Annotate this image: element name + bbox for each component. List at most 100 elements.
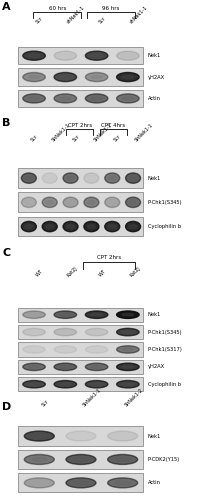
FancyBboxPatch shape bbox=[18, 450, 143, 469]
Text: Cyclophilin b: Cyclophilin b bbox=[147, 224, 180, 229]
Ellipse shape bbox=[54, 72, 76, 82]
Text: Nek1: Nek1 bbox=[147, 53, 160, 58]
Ellipse shape bbox=[23, 72, 45, 82]
FancyBboxPatch shape bbox=[18, 325, 143, 339]
Ellipse shape bbox=[116, 363, 139, 370]
Ellipse shape bbox=[116, 346, 139, 353]
Text: WT: WT bbox=[97, 268, 106, 278]
Text: Scr: Scr bbox=[30, 134, 39, 143]
Ellipse shape bbox=[91, 97, 102, 100]
Text: B: B bbox=[2, 118, 10, 128]
Ellipse shape bbox=[122, 97, 133, 100]
Ellipse shape bbox=[32, 458, 47, 461]
Ellipse shape bbox=[83, 222, 98, 232]
Ellipse shape bbox=[85, 51, 107, 60]
Ellipse shape bbox=[42, 197, 57, 207]
Text: P-Chk1(S317): P-Chk1(S317) bbox=[147, 347, 182, 352]
Ellipse shape bbox=[87, 200, 95, 204]
Text: Nek1: Nek1 bbox=[147, 312, 160, 317]
Ellipse shape bbox=[108, 225, 115, 228]
Ellipse shape bbox=[28, 97, 40, 100]
Ellipse shape bbox=[59, 314, 71, 316]
Ellipse shape bbox=[23, 346, 45, 353]
Text: ShNek1-1: ShNek1-1 bbox=[92, 122, 112, 143]
FancyBboxPatch shape bbox=[18, 192, 143, 212]
Text: Scr: Scr bbox=[97, 16, 106, 25]
FancyBboxPatch shape bbox=[18, 216, 143, 236]
Ellipse shape bbox=[91, 366, 102, 368]
FancyBboxPatch shape bbox=[18, 360, 143, 374]
FancyBboxPatch shape bbox=[18, 308, 143, 322]
Text: Scr: Scr bbox=[40, 398, 49, 407]
Ellipse shape bbox=[83, 197, 98, 207]
Text: γH2AX: γH2AX bbox=[147, 364, 164, 370]
Ellipse shape bbox=[54, 51, 76, 60]
Ellipse shape bbox=[54, 328, 76, 336]
Ellipse shape bbox=[73, 481, 88, 484]
FancyBboxPatch shape bbox=[18, 68, 143, 86]
Ellipse shape bbox=[28, 76, 40, 78]
Ellipse shape bbox=[107, 478, 137, 488]
Ellipse shape bbox=[85, 328, 107, 336]
Text: Kat2J: Kat2J bbox=[66, 265, 79, 278]
Text: CPT 2hrs: CPT 2hrs bbox=[67, 122, 91, 128]
Ellipse shape bbox=[116, 311, 139, 318]
FancyBboxPatch shape bbox=[18, 342, 143, 356]
Ellipse shape bbox=[91, 54, 102, 58]
Ellipse shape bbox=[85, 380, 107, 388]
Ellipse shape bbox=[122, 383, 133, 386]
Ellipse shape bbox=[59, 366, 71, 368]
FancyBboxPatch shape bbox=[18, 377, 143, 392]
Ellipse shape bbox=[24, 454, 54, 464]
Ellipse shape bbox=[129, 200, 136, 204]
Ellipse shape bbox=[67, 225, 74, 228]
Ellipse shape bbox=[66, 478, 95, 488]
Ellipse shape bbox=[129, 225, 136, 228]
Text: ShNek1-2: ShNek1-2 bbox=[123, 387, 143, 407]
Ellipse shape bbox=[28, 366, 40, 368]
Ellipse shape bbox=[28, 54, 40, 58]
Ellipse shape bbox=[104, 197, 119, 207]
Text: Scr: Scr bbox=[113, 134, 122, 143]
FancyBboxPatch shape bbox=[18, 168, 143, 188]
Ellipse shape bbox=[28, 383, 40, 386]
Text: Kat2J: Kat2J bbox=[128, 265, 141, 278]
Text: CPT 2hrs: CPT 2hrs bbox=[96, 255, 121, 260]
Ellipse shape bbox=[91, 383, 102, 386]
Ellipse shape bbox=[23, 363, 45, 370]
Text: Scr: Scr bbox=[35, 16, 44, 25]
Ellipse shape bbox=[63, 222, 78, 232]
Ellipse shape bbox=[85, 94, 107, 103]
Text: P-Chk1(S345): P-Chk1(S345) bbox=[147, 200, 181, 205]
Ellipse shape bbox=[24, 478, 54, 488]
Ellipse shape bbox=[125, 222, 140, 232]
FancyBboxPatch shape bbox=[18, 474, 143, 492]
FancyBboxPatch shape bbox=[18, 426, 143, 446]
Ellipse shape bbox=[42, 173, 57, 184]
Ellipse shape bbox=[116, 94, 139, 103]
Ellipse shape bbox=[73, 458, 88, 461]
Ellipse shape bbox=[107, 454, 137, 464]
Text: ShNek1-1: ShNek1-1 bbox=[133, 122, 154, 143]
Text: Nek1: Nek1 bbox=[147, 176, 160, 180]
Ellipse shape bbox=[122, 366, 133, 368]
Text: shNek1-1: shNek1-1 bbox=[128, 5, 148, 25]
Ellipse shape bbox=[116, 380, 139, 388]
Ellipse shape bbox=[54, 380, 76, 388]
Ellipse shape bbox=[108, 176, 115, 180]
Text: CPT 4hrs: CPT 4hrs bbox=[101, 122, 125, 128]
Ellipse shape bbox=[24, 431, 54, 441]
Text: Actin: Actin bbox=[147, 96, 160, 101]
Ellipse shape bbox=[104, 222, 119, 232]
Ellipse shape bbox=[25, 176, 32, 180]
Ellipse shape bbox=[21, 173, 36, 184]
Text: D: D bbox=[2, 402, 11, 412]
Ellipse shape bbox=[125, 197, 140, 207]
Text: A: A bbox=[2, 2, 11, 12]
Text: 96 hrs: 96 hrs bbox=[102, 6, 119, 11]
Ellipse shape bbox=[125, 173, 140, 184]
Ellipse shape bbox=[115, 458, 130, 461]
Text: C: C bbox=[2, 248, 10, 258]
FancyBboxPatch shape bbox=[18, 90, 143, 107]
Ellipse shape bbox=[83, 173, 98, 184]
